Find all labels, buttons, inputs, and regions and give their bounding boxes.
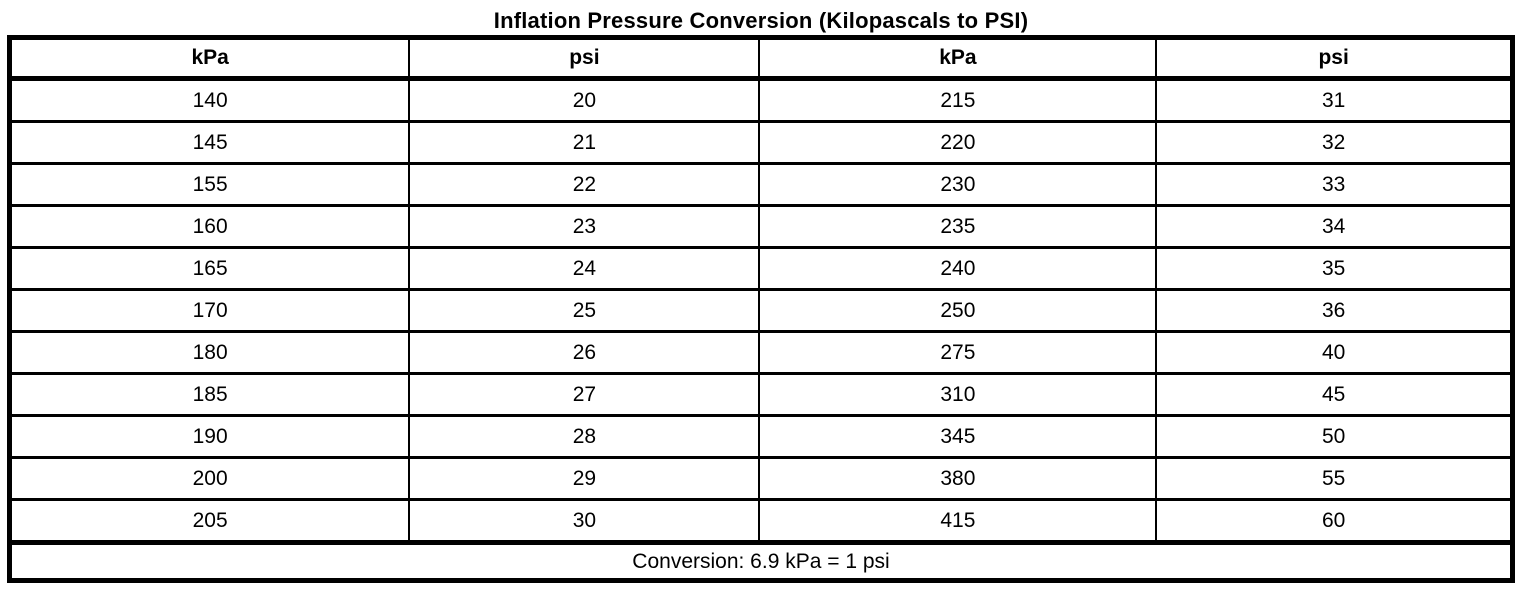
table-cell: 220 [758,120,1158,165]
column-header-kpa-right: kPa [758,35,1158,81]
table-cell: 55 [1155,456,1514,501]
table-cell: 230 [758,162,1158,207]
table-cell: 165 [8,246,411,291]
table-cell: 60 [1155,498,1514,544]
table-body: 140 20 215 31 145 21 220 32 155 22 230 33 160 23 235 34… [8,77,1514,544]
table-cell: 29 [408,456,761,501]
table-cell: 240 [758,246,1158,291]
table-cell: 22 [408,162,761,207]
conversion-note: Conversion: 6.9 kPa = 1 psi [8,540,1514,583]
table-cell: 185 [8,372,411,417]
table-cell: 27 [408,372,761,417]
table-cell: 345 [758,414,1158,459]
table-cell: 170 [8,288,411,333]
table-cell: 23 [408,204,761,249]
table-cell: 28 [408,414,761,459]
table-row: 145 21 220 32 [8,120,1514,165]
table-cell: 25 [408,288,761,333]
table-cell: 30 [408,498,761,544]
table-row: 170 25 250 36 [8,288,1514,333]
table-cell: 36 [1155,288,1514,333]
table-cell: 275 [758,330,1158,375]
table-cell: 33 [1155,162,1514,207]
table-cell: 32 [1155,120,1514,165]
table-cell: 190 [8,414,411,459]
table-row: 190 28 345 50 [8,414,1514,459]
table-cell: 140 [8,77,411,123]
table-footer: Conversion: 6.9 kPa = 1 psi [8,540,1514,583]
pressure-conversion-table: kPa psi kPa psi 140 20 215 31 145 21 220 32 155 2… [7,35,1515,583]
table-cell: 160 [8,204,411,249]
table-cell: 310 [758,372,1158,417]
table-row: 165 24 240 35 [8,246,1514,291]
table-cell: 205 [8,498,411,544]
column-header-kpa-left: kPa [8,35,411,81]
table-cell: 200 [8,456,411,501]
table-cell: 24 [408,246,761,291]
table-cell: 34 [1155,204,1514,249]
table-cell: 180 [8,330,411,375]
table-row: 140 20 215 31 [8,77,1514,123]
table-cell: 40 [1155,330,1514,375]
table-cell: 45 [1155,372,1514,417]
table-header-row: kPa psi kPa psi [8,35,1514,81]
table-cell: 250 [758,288,1158,333]
table-cell: 31 [1155,77,1514,123]
table-footer-row: Conversion: 6.9 kPa = 1 psi [8,540,1514,583]
table-cell: 380 [758,456,1158,501]
table-cell: 415 [758,498,1158,544]
table-cell: 145 [8,120,411,165]
table-row: 185 27 310 45 [8,372,1514,417]
column-header-psi-left: psi [408,35,761,81]
table-cell: 35 [1155,246,1514,291]
table-row: 180 26 275 40 [8,330,1514,375]
table-row: 155 22 230 33 [8,162,1514,207]
table-cell: 155 [8,162,411,207]
table-header: kPa psi kPa psi [8,35,1514,81]
page-title: Inflation Pressure Conversion (Kilopasca… [493,8,1029,33]
column-header-psi-right: psi [1155,35,1514,81]
table-row: 205 30 415 60 [8,498,1514,544]
table-cell: 235 [758,204,1158,249]
table-cell: 215 [758,77,1158,123]
table-cell: 50 [1155,414,1514,459]
table-cell: 20 [408,77,761,123]
table-row: 160 23 235 34 [8,204,1514,249]
table-cell: 26 [408,330,761,375]
table-row: 200 29 380 55 [8,456,1514,501]
table-cell: 21 [408,120,761,165]
page: Inflation Pressure Conversion (Kilopasca… [7,8,1515,583]
